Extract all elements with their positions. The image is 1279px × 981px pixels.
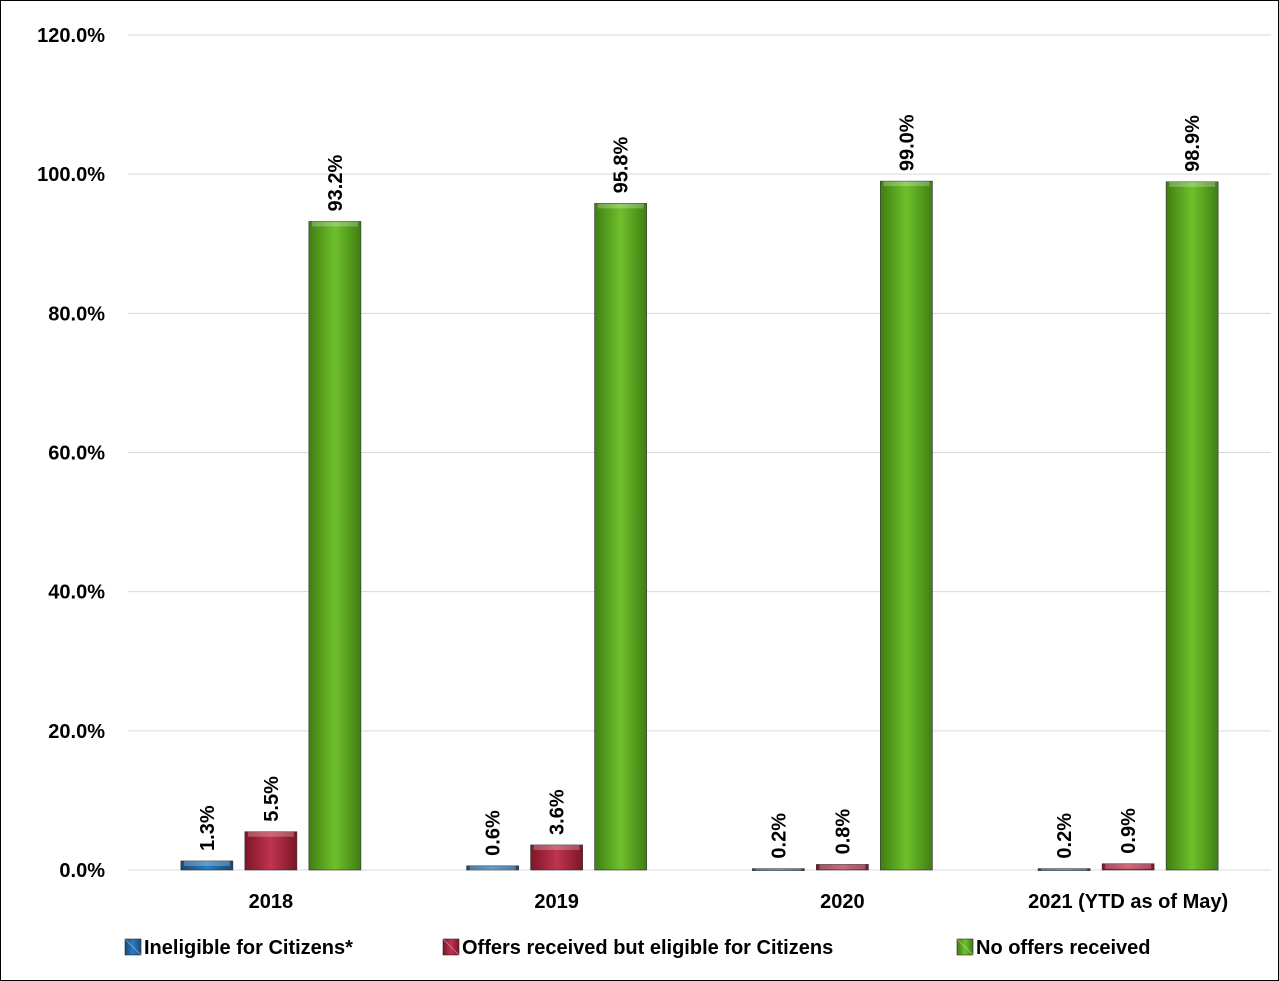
bar-highlight — [1169, 181, 1216, 187]
y-tick-label: 80.0% — [48, 303, 105, 325]
bar — [1101, 863, 1155, 871]
data-label: 98.9% — [1182, 115, 1204, 172]
data-label: 1.3% — [197, 805, 219, 851]
bar — [816, 864, 869, 871]
data-label: 0.2% — [768, 813, 790, 859]
legend-label: No offers received — [976, 937, 1151, 959]
bar — [530, 844, 583, 871]
x-tick-label: 2019 — [534, 891, 579, 913]
bar-highlight — [819, 864, 866, 870]
bar — [752, 868, 805, 871]
legend-swatch — [956, 938, 974, 956]
y-tick-label: 20.0% — [48, 721, 105, 743]
legend-swatch-bevel — [956, 938, 974, 956]
data-label: 99.0% — [896, 114, 918, 171]
bar-highlight — [247, 831, 294, 837]
bar-highlight — [597, 203, 644, 209]
legend-swatch — [124, 938, 142, 956]
x-tick-label: 2018 — [249, 891, 294, 913]
bar — [594, 203, 647, 871]
y-tick-label: 120.0% — [37, 25, 105, 47]
legend-swatch-bevel — [124, 938, 142, 956]
bar — [180, 860, 234, 871]
data-label: 0.6% — [483, 810, 505, 856]
bar — [244, 831, 298, 871]
bar — [880, 180, 933, 871]
y-tick-label: 100.0% — [37, 164, 105, 186]
gridlines — [128, 34, 1271, 871]
data-label: 93.2% — [325, 155, 347, 212]
data-label: 3.6% — [547, 789, 569, 835]
data-label: 0.9% — [1118, 808, 1140, 854]
data-labels: 1.3% 5.5% 93.2% 0.6% 3.6% 95.8% 0.2% 0.8% 99.0% 0… — [197, 114, 1204, 858]
data-label: 5.5% — [261, 776, 283, 822]
legend-swatch — [442, 938, 460, 956]
bar — [466, 865, 519, 871]
bar — [1037, 868, 1091, 871]
data-label: 0.2% — [1054, 813, 1076, 859]
bar-highlight — [1105, 863, 1152, 869]
bar-highlight — [183, 860, 230, 866]
legend-swatch-bevel — [442, 938, 460, 956]
data-label: 95.8% — [611, 136, 633, 193]
bar — [308, 221, 362, 871]
y-tick-label: 40.0% — [48, 582, 105, 604]
x-tick-label: 2020 — [820, 891, 865, 913]
x-axis-ticks: 2018 2019 2020 2021 (YTD as of May) — [249, 891, 1229, 913]
data-label: 0.8% — [832, 809, 854, 855]
bar-highlight — [755, 868, 802, 871]
y-axis-ticks: 0.0% 20.0% 40.0% 60.0% 80.0% 100.0% 120.0% — [37, 25, 105, 882]
bar-highlight — [883, 181, 930, 187]
legend-label: Offers received but eligible for Citizen… — [462, 937, 833, 959]
bar-highlight — [1041, 868, 1088, 871]
bar — [1165, 181, 1219, 871]
x-tick-label: 2021 (YTD as of May) — [1028, 891, 1228, 913]
y-tick-label: 0.0% — [59, 860, 105, 882]
bar-highlight — [469, 865, 516, 870]
bars — [180, 180, 1219, 871]
legend-label: Ineligible for Citizens* — [144, 937, 353, 959]
legend: Ineligible for Citizens* Offers received … — [124, 937, 1151, 959]
bar-highlight — [533, 844, 580, 850]
bar-highlight — [311, 221, 358, 227]
y-tick-label: 60.0% — [48, 443, 105, 465]
